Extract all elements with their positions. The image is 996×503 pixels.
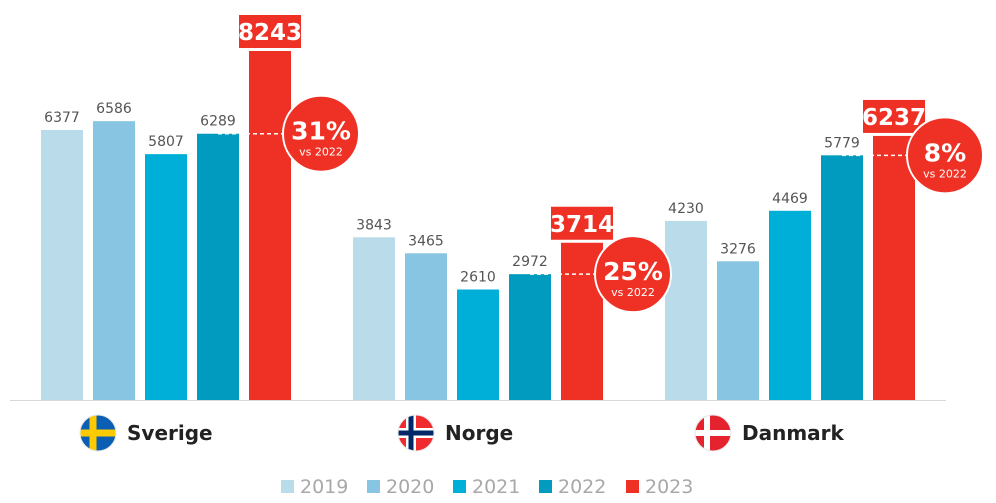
- bar-sverige-2023: [249, 51, 291, 400]
- highlight-value-box: [551, 206, 613, 240]
- value-label: 3843: [356, 217, 392, 233]
- change-note: vs 2022: [611, 286, 655, 299]
- value-label: 5807: [148, 134, 184, 150]
- bar-danmark-2023: [873, 135, 915, 400]
- change-note: vs 2022: [299, 146, 343, 159]
- highlight-value-label: 8243: [238, 20, 302, 46]
- bar-sverige-2020: [93, 121, 135, 401]
- legend-label: 2022: [558, 476, 606, 498]
- change-percent: 31%: [291, 117, 351, 146]
- value-label: 3465: [408, 233, 444, 249]
- highlight-value-label: 6237: [862, 105, 926, 131]
- bar-norge-2022: [509, 274, 551, 400]
- bar-sverige-2021: [145, 154, 187, 400]
- bar-norge-2020: [405, 253, 447, 400]
- norway-flag-icon: [397, 414, 435, 452]
- change-badge: [906, 116, 984, 195]
- country-label: Sverige: [127, 421, 213, 445]
- value-label: 2972: [512, 254, 548, 270]
- value-label: 6377: [44, 110, 80, 126]
- bar-danmark-2020: [717, 261, 759, 400]
- change-note: vs 2022: [923, 167, 967, 180]
- legend-label: 2020: [386, 476, 434, 498]
- bar-sverige-2022: [197, 133, 239, 400]
- sweden-flag-icon: [79, 414, 117, 452]
- legend-swatch-2021: [453, 480, 466, 493]
- change-percent: 8%: [924, 138, 966, 167]
- bar-danmark-2022: [821, 155, 863, 400]
- legend-swatch-2020: [367, 480, 380, 493]
- value-label: 3276: [720, 241, 756, 257]
- bar-sverige-2019: [41, 130, 83, 400]
- legend-swatch-2022: [539, 480, 552, 493]
- bar-danmark-2021: [769, 210, 811, 400]
- value-label: 6289: [200, 114, 236, 130]
- legend-label: 2021: [472, 476, 520, 498]
- legend-label: 2023: [645, 476, 693, 498]
- bar-norge-2019: [353, 237, 395, 400]
- value-label: 4469: [772, 191, 808, 207]
- legend-label: 2019: [300, 476, 348, 498]
- value-label: 5779: [824, 135, 860, 151]
- legend-swatch-2019: [281, 480, 294, 493]
- highlight-value-box: [863, 99, 925, 133]
- legend-swatch-2023: [626, 480, 639, 493]
- bar-norge-2021: [457, 289, 499, 400]
- change-badge: [594, 235, 672, 314]
- country-label: Norge: [445, 421, 513, 445]
- highlight-value-label: 3714: [550, 212, 614, 238]
- value-label: 4230: [668, 201, 704, 217]
- change-percent: 25%: [603, 257, 663, 286]
- change-badge: [282, 94, 360, 173]
- country-label: Danmark: [742, 421, 845, 445]
- denmark-flag-icon: [694, 414, 732, 452]
- highlight-value-box: [239, 15, 301, 48]
- value-label: 2610: [460, 269, 496, 285]
- bar-danmark-2019: [665, 220, 707, 400]
- value-label: 6586: [96, 101, 132, 117]
